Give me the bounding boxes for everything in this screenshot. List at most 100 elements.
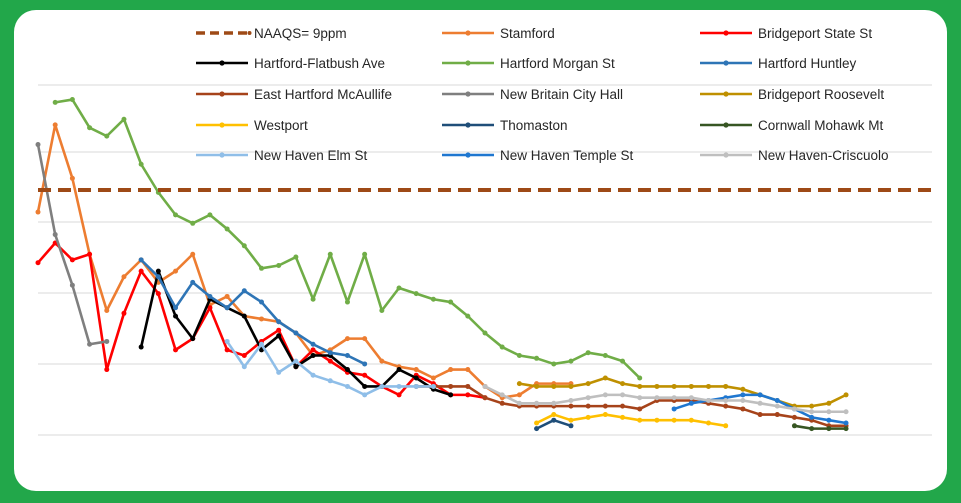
- data-point: [585, 395, 591, 401]
- data-point: [465, 313, 471, 319]
- data-point: [362, 336, 368, 342]
- legend-item-cornwall-mohawk-mt[interactable]: Cornwall Mohawk Mt: [700, 118, 884, 133]
- legend-marker: [219, 122, 225, 128]
- data-point: [482, 383, 488, 389]
- data-point: [809, 403, 815, 409]
- legend-label: Bridgeport State St: [758, 26, 872, 41]
- data-point: [534, 355, 540, 361]
- legend-item-stamford[interactable]: Stamford: [442, 26, 555, 41]
- data-point: [465, 367, 471, 373]
- legend-item-hartford-huntley[interactable]: Hartford Huntley: [700, 56, 857, 71]
- data-point: [568, 398, 574, 403]
- data-point: [551, 417, 557, 423]
- data-point: [121, 274, 127, 280]
- legend-label: Cornwall Mohawk Mt: [758, 118, 884, 133]
- legend-marker: [723, 91, 729, 97]
- data-point: [362, 372, 368, 378]
- data-point: [293, 330, 299, 336]
- data-point: [327, 350, 333, 356]
- legend-item-east-hartford-mcaullife[interactable]: East Hartford McAullife: [196, 87, 392, 102]
- data-point: [723, 403, 729, 409]
- series-line: [793, 424, 848, 430]
- chart-gridlines: [38, 84, 932, 436]
- legend-item-new-britain-city-hall[interactable]: New Britain City Hall: [442, 87, 623, 102]
- data-point: [224, 293, 230, 299]
- legend-item-new-haven-elm-st[interactable]: New Haven Elm St: [196, 148, 368, 163]
- data-point: [843, 426, 849, 432]
- data-point: [843, 392, 849, 398]
- series-hartford-huntley: [138, 257, 368, 367]
- data-point: [516, 381, 522, 387]
- data-point: [430, 375, 436, 381]
- data-point: [52, 99, 58, 105]
- data-point: [499, 344, 505, 350]
- series-line: [36, 123, 573, 399]
- series-new-haven-criscuolo: [482, 383, 849, 415]
- legend-item-westport[interactable]: Westport: [196, 118, 308, 133]
- legend-item-bridgeport-state-st[interactable]: Bridgeport State St: [700, 26, 872, 41]
- legend-label: New Haven-Criscuolo: [758, 148, 889, 163]
- data-point: [757, 412, 763, 418]
- data-point: [637, 383, 643, 389]
- data-point: [671, 395, 677, 401]
- legend-label: Hartford Morgan St: [500, 56, 615, 71]
- series-hartford-morgan-st: [52, 97, 643, 381]
- legend-item-bridgeport-roosevelt[interactable]: Bridgeport Roosevelt: [700, 87, 884, 102]
- data-point: [344, 383, 350, 389]
- data-point: [774, 398, 780, 403]
- data-point: [173, 268, 179, 274]
- data-point: [757, 392, 763, 398]
- data-point: [138, 161, 144, 167]
- data-point: [190, 279, 196, 285]
- legend-marker: [723, 60, 729, 66]
- legend-marker: [723, 30, 729, 36]
- data-point: [104, 367, 110, 373]
- series-line: [518, 376, 848, 408]
- data-point: [155, 268, 161, 274]
- legend-label: New Haven Elm St: [254, 148, 368, 163]
- data-point: [138, 268, 144, 274]
- data-point: [620, 392, 626, 398]
- data-point: [654, 383, 660, 389]
- data-point: [52, 122, 58, 128]
- data-point: [224, 226, 230, 232]
- data-point: [620, 358, 626, 364]
- legend-item-hartford-flatbush-ave[interactable]: Hartford-Flatbush Ave: [196, 56, 385, 71]
- data-point: [379, 383, 385, 389]
- data-point: [310, 372, 316, 378]
- data-point: [534, 383, 540, 389]
- legend-item-new-haven-temple-st[interactable]: New Haven Temple St: [442, 148, 634, 163]
- data-point: [791, 414, 797, 420]
- data-point: [87, 125, 93, 131]
- series-westport: [534, 412, 729, 429]
- data-point: [688, 383, 694, 389]
- data-point: [602, 412, 608, 418]
- data-point: [568, 423, 574, 429]
- series-new-haven-temple-st: [671, 392, 849, 426]
- data-point: [69, 97, 75, 103]
- data-point: [173, 305, 179, 311]
- data-point: [482, 395, 488, 401]
- legend-marker: [219, 152, 225, 158]
- legend-item-thomaston[interactable]: Thomaston: [442, 118, 568, 133]
- data-point: [809, 414, 815, 420]
- legend-label: NAAQS= 9ppm: [254, 26, 347, 41]
- legend-marker: [465, 122, 471, 128]
- data-point: [706, 398, 711, 403]
- data-point: [241, 364, 247, 370]
- data-point: [465, 392, 471, 398]
- data-point: [207, 293, 213, 299]
- legend-label: New Britain City Hall: [500, 87, 623, 102]
- series-cornwall-mohawk-mt: [791, 423, 849, 432]
- data-point: [637, 375, 643, 381]
- data-point: [138, 257, 144, 263]
- data-point: [259, 341, 264, 347]
- legend-item-new-haven-criscuolo[interactable]: New Haven-Criscuolo: [700, 148, 889, 163]
- data-point: [757, 400, 763, 406]
- legend-item-hartford-morgan-st[interactable]: Hartford Morgan St: [442, 56, 615, 71]
- data-point: [602, 375, 608, 381]
- data-point: [534, 400, 540, 406]
- data-point: [87, 251, 93, 257]
- legend-item-naaqs-9ppm[interactable]: NAAQS= 9ppm: [196, 26, 347, 41]
- data-point: [516, 392, 522, 398]
